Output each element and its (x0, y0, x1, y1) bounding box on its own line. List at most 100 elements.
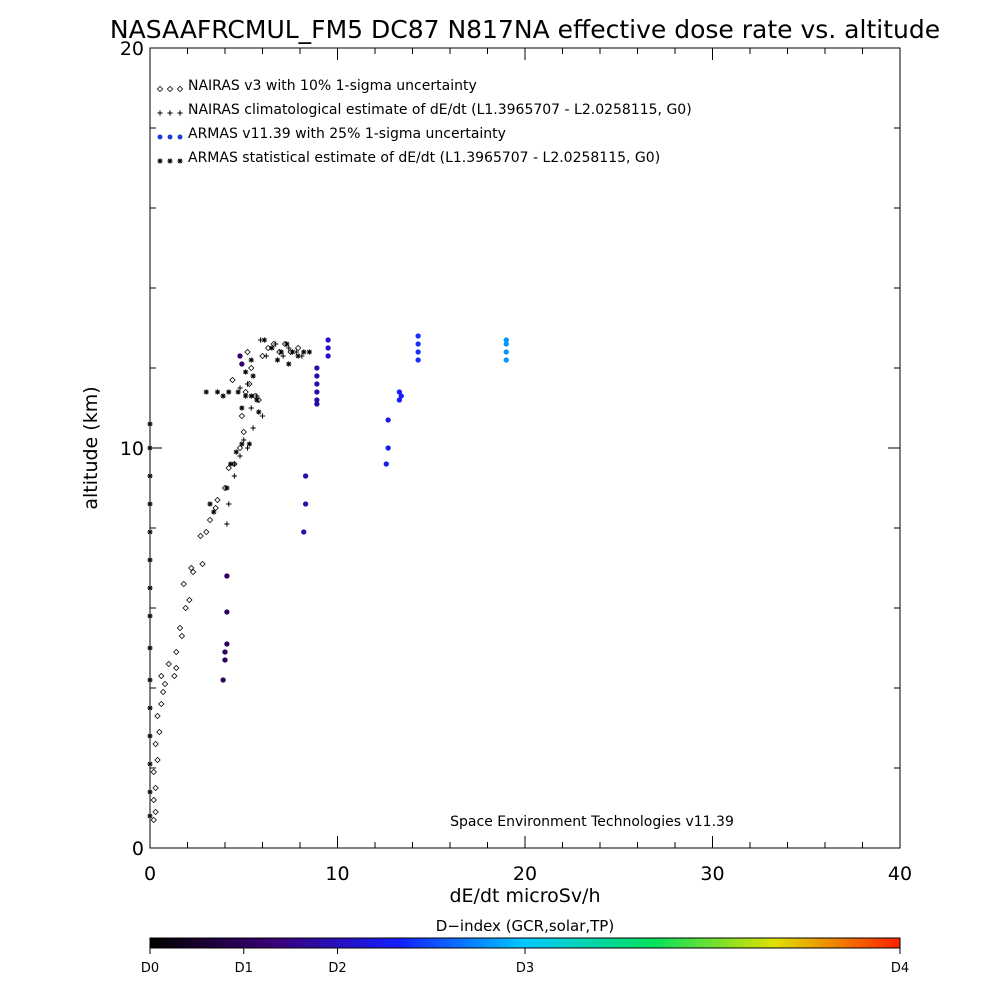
diamond-marker (259, 352, 266, 360)
circle-marker (385, 445, 391, 451)
diamond-marker (178, 632, 186, 640)
asterisk-marker (147, 557, 153, 563)
diamond-marker (214, 496, 221, 504)
asterisk-marker (243, 369, 249, 375)
legend-label: ARMAS statistical estimate of dE/dt (L1.… (188, 150, 660, 166)
diamond-marker (161, 680, 169, 688)
asterisk-marker (248, 357, 254, 363)
diamond-marker (156, 85, 164, 93)
diamond-marker (158, 700, 165, 708)
legend: NAIRAS v3 with 10% 1-sigma uncertainty NA… (156, 78, 692, 166)
colorbar-tick-label: D2 (328, 961, 346, 976)
colorbar-tick-label: D0 (141, 961, 159, 976)
circle-marker (314, 373, 320, 379)
x-tick-label: 0 (144, 863, 156, 885)
diamond-marker (206, 516, 214, 524)
diamond-marker (173, 648, 180, 656)
asterisk-marker (147, 421, 153, 427)
diamond-marker (159, 688, 167, 696)
diamond-marker (154, 712, 161, 720)
asterisk-marker (235, 389, 241, 395)
asterisk-marker (239, 405, 245, 411)
circle-marker (325, 345, 331, 351)
legend-item: ARMAS statistical estimate of dE/dt (L1.… (157, 150, 660, 166)
diamond-marker (150, 816, 157, 824)
diamond-marker (176, 624, 184, 632)
asterisk-marker (228, 461, 234, 467)
series-diamond (150, 340, 302, 824)
circle-marker (177, 134, 183, 140)
plus-marker (167, 110, 173, 116)
series-plus (224, 337, 305, 527)
asterisk-marker (147, 789, 153, 795)
circle-marker (415, 333, 421, 339)
asterisk-marker (167, 158, 173, 164)
asterisk-marker (220, 393, 226, 399)
circle-marker (314, 381, 320, 387)
asterisk-marker (226, 389, 232, 395)
series-asterisk (147, 337, 312, 819)
plus-marker (248, 405, 254, 411)
diamond-marker (203, 528, 210, 536)
legend-item: NAIRAS v3 with 10% 1-sigma uncertainty (156, 78, 477, 94)
asterisk-marker (207, 501, 213, 507)
plus-marker (177, 110, 183, 116)
legend-item: NAIRAS climatological estimate of dE/dt … (157, 102, 692, 118)
asterisk-marker (306, 349, 312, 355)
plus-marker (286, 345, 292, 351)
diamond-marker (197, 532, 204, 540)
asterisk-marker (269, 345, 275, 351)
circle-marker (222, 649, 228, 655)
circle-marker (224, 573, 230, 579)
asterisk-marker (147, 705, 153, 711)
plot-frame (149, 47, 901, 849)
diamond-marker (240, 428, 247, 436)
plus-marker (273, 341, 279, 347)
diamond-marker (244, 348, 251, 356)
asterisk-marker (250, 373, 256, 379)
colorbar (149, 937, 901, 949)
legend-label: NAIRAS climatological estimate of dE/dt … (188, 102, 692, 118)
asterisk-marker (256, 409, 262, 415)
circle-marker (415, 341, 421, 347)
x-tick-label: 20 (513, 863, 537, 885)
circle-marker (302, 473, 309, 479)
asterisk-marker (147, 529, 153, 535)
plus-marker (263, 353, 269, 359)
colorbar-tick-label: D4 (891, 961, 909, 976)
diamond-marker (176, 85, 184, 93)
circle-marker (314, 401, 320, 407)
circle-marker (157, 134, 163, 140)
diamond-marker (229, 376, 236, 384)
plus-marker (244, 381, 251, 387)
asterisk-marker (147, 473, 153, 479)
colorbar-tick-label: D1 (235, 961, 253, 976)
circle-marker (325, 337, 331, 343)
asterisk-marker (274, 357, 281, 363)
plus-marker (280, 353, 286, 359)
diamond-marker (154, 756, 161, 764)
circle-marker (385, 417, 391, 423)
asterisk-marker (254, 397, 260, 403)
data-marks (147, 333, 509, 824)
diamond-marker (186, 596, 193, 604)
x-tick-label: 40 (888, 863, 912, 885)
circle-marker (314, 389, 320, 395)
circle-marker (503, 349, 509, 355)
circle-marker (325, 353, 331, 359)
circle-marker (301, 529, 307, 535)
asterisk-marker (147, 445, 153, 451)
circle-marker (398, 393, 404, 399)
asterisk-marker (147, 501, 153, 507)
x-tick-label: 30 (700, 863, 724, 885)
plus-marker (237, 385, 243, 391)
circle-marker (396, 397, 403, 403)
diamond-marker (166, 85, 174, 93)
circle-marker (222, 657, 228, 663)
asterisk-marker (147, 677, 153, 683)
diamond-marker (238, 412, 246, 420)
asterisk-marker (243, 393, 249, 399)
circle-marker (415, 357, 421, 363)
asterisk-marker (284, 341, 290, 347)
